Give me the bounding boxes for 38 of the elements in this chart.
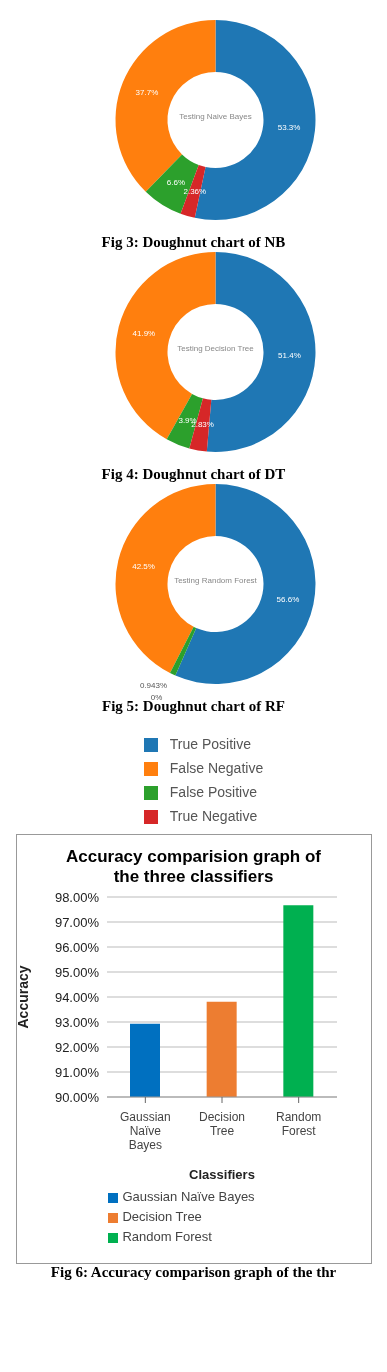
- data-label: 53.3%: [277, 123, 301, 133]
- y-tick-label: 96.00%: [54, 939, 99, 955]
- x-tick-label: Gaussian Naïve Bayes: [119, 1110, 171, 1152]
- caption: Fig 4: Doughnut chart of DT: [100, 466, 287, 483]
- y-tick-label: 94.00%: [54, 989, 99, 1005]
- text: Testing Decision Tree: [176, 344, 255, 353]
- text: Testing Naive Bayes: [178, 112, 253, 121]
- x-axis-title: Classifiers: [188, 1167, 255, 1182]
- y-axis-title: Accuracy: [14, 965, 31, 1029]
- legend-label: Decision Tree: [122, 1209, 202, 1224]
- legend-label: Random Forest: [122, 1229, 212, 1244]
- data-label: 51.4%: [278, 350, 301, 360]
- y-tick-label: 92.00%: [54, 1039, 99, 1055]
- y-tick-label: 98.00%: [54, 889, 99, 905]
- data-label: 41.9%: [132, 328, 156, 338]
- legend-label: False Negative: [169, 760, 264, 776]
- y-tick-label: 97.00%: [54, 914, 99, 930]
- donut-slice: [170, 626, 197, 676]
- x-tick-label: Decision Tree: [198, 1110, 245, 1138]
- y-tick-label: 91.00%: [54, 1064, 99, 1080]
- chart-title: Accuracy comparision graph of the three classifiers: [64, 847, 323, 887]
- caption: Fig 3: Doughnut chart of NB: [100, 234, 287, 251]
- y-tick-label: 95.00%: [54, 964, 99, 980]
- legend-label: True Negative: [169, 808, 258, 824]
- data-label: 6.6%: [166, 178, 186, 188]
- y-tick-label: 93.00%: [54, 1014, 99, 1030]
- legend-label: True Positive: [169, 736, 251, 752]
- legend-label: False Positive: [169, 784, 257, 800]
- data-label: 0.943%: [139, 680, 168, 690]
- data-label: 42.5%: [132, 562, 155, 572]
- text: Testing Random Forest: [173, 576, 258, 585]
- x-tick-label: Random Forest: [275, 1110, 321, 1138]
- donut-slice: [175, 484, 316, 684]
- y-tick-label: 90.00%: [54, 1089, 99, 1105]
- data-label: 56.6%: [276, 594, 300, 604]
- legend-label: Gaussian Naïve Bayes: [122, 1189, 255, 1204]
- data-label: 37.7%: [135, 87, 159, 97]
- caption: Fig 6: Accuracy comparison graph of the thr: [49, 1264, 338, 1281]
